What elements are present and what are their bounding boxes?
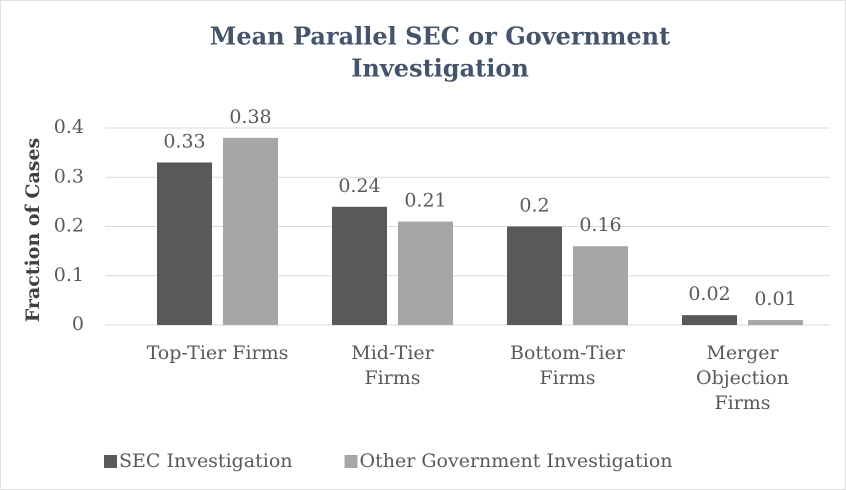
x-tick-label: Firms xyxy=(714,392,770,414)
data-label: 0.16 xyxy=(579,214,621,236)
legend-label: Other Government Investigation xyxy=(360,450,673,472)
bar xyxy=(573,246,628,325)
y-tick-label: 0.3 xyxy=(54,165,84,187)
legend-label: SEC Investigation xyxy=(119,450,293,472)
y-tick-label: 0.4 xyxy=(54,116,84,138)
x-tick-label: Merger xyxy=(706,342,779,364)
x-tick-label: Firms xyxy=(539,367,595,389)
bar xyxy=(223,137,278,325)
y-tick-label: 0 xyxy=(72,313,84,335)
y-axis-label: Fraction of Cases xyxy=(22,138,44,323)
data-label: 0.38 xyxy=(229,106,271,128)
bar xyxy=(157,162,212,325)
x-tick-label: Bottom-Tier xyxy=(510,342,626,364)
chart-title: Investigation xyxy=(351,54,529,83)
x-tick-label: Firms xyxy=(364,367,420,389)
x-tick-label: Objection xyxy=(696,367,789,389)
chart-title: Mean Parallel SEC or Government xyxy=(210,22,670,51)
y-tick-label: 0.2 xyxy=(54,215,84,237)
legend-swatch xyxy=(104,455,117,468)
bar xyxy=(748,320,803,325)
bar xyxy=(398,221,453,325)
bar xyxy=(332,206,387,325)
bar xyxy=(682,315,737,325)
data-label: 0.21 xyxy=(404,190,446,212)
y-tick-label: 0.1 xyxy=(54,264,84,286)
bar xyxy=(507,226,562,325)
x-tick-label: Mid-Tier xyxy=(351,342,434,364)
legend-swatch xyxy=(344,455,358,468)
data-label: 0.02 xyxy=(688,283,730,305)
data-label: 0.33 xyxy=(163,130,205,152)
data-label: 0.2 xyxy=(519,195,549,217)
data-label: 0.24 xyxy=(338,175,380,197)
data-label: 0.01 xyxy=(754,288,796,310)
x-tick-label: Top-Tier Firms xyxy=(147,342,289,364)
